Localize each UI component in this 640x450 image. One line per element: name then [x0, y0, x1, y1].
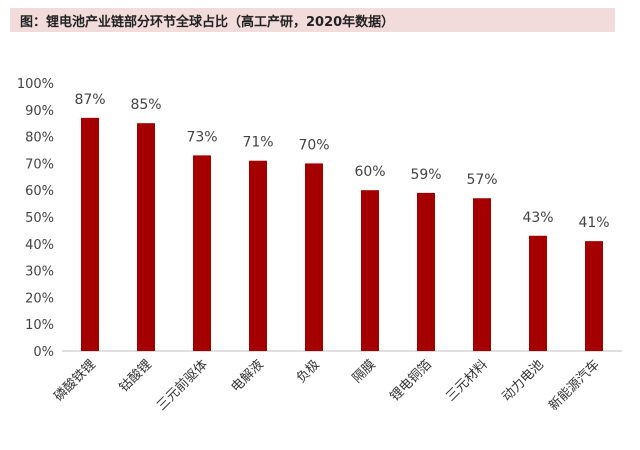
- category-label: 动力电池: [499, 357, 546, 404]
- y-tick-label: 80%: [25, 131, 54, 146]
- bar: [137, 123, 155, 351]
- bar: [473, 198, 491, 351]
- data-label: 60%: [354, 164, 385, 180]
- data-label: 43%: [522, 210, 553, 226]
- data-label: 85%: [130, 97, 161, 113]
- category-label: 隔膜: [350, 357, 379, 386]
- data-label: 59%: [410, 167, 441, 183]
- category-label: 新能源汽车: [546, 357, 603, 414]
- y-tick-label: 50%: [25, 211, 54, 226]
- y-tick-label: 0%: [33, 345, 54, 360]
- bar: [417, 192, 435, 351]
- y-tick-label: 70%: [25, 157, 54, 172]
- bar: [585, 241, 603, 351]
- y-tick-label: 90%: [25, 104, 54, 119]
- data-label: 41%: [578, 215, 609, 231]
- bar: [193, 155, 211, 351]
- category-label: 磷酸铁锂: [51, 357, 98, 404]
- bar: [361, 190, 379, 351]
- chart-title: 图：锂电池产业链部分环节全球占比（高工产研，2020年数据）: [20, 15, 395, 30]
- data-label: 70%: [298, 137, 329, 153]
- y-tick-label: 100%: [17, 77, 54, 92]
- bar: [305, 163, 323, 351]
- bar: [249, 160, 267, 351]
- data-label: 87%: [74, 92, 105, 108]
- y-tick-label: 20%: [25, 291, 54, 306]
- value-labels: 87% 85% 73% 71% 70% 60% 59% 57% 43% 41%: [74, 92, 609, 231]
- y-tick-label: 10%: [25, 318, 54, 333]
- data-label: 71%: [242, 135, 273, 151]
- bars: [81, 117, 603, 351]
- data-label: 57%: [466, 172, 497, 188]
- title-bar: 图：锂电池产业链部分环节全球占比（高工产研，2020年数据）: [10, 8, 615, 32]
- bar: [81, 117, 99, 351]
- category-label: 负极: [294, 357, 323, 386]
- y-tick-label: 60%: [25, 184, 54, 199]
- category-label: 电解液: [229, 357, 267, 395]
- category-label: 锂电铜箔: [387, 357, 435, 405]
- category-label: 三元材料: [443, 357, 490, 404]
- y-tick-label: 30%: [25, 265, 54, 280]
- y-tick-label: 40%: [25, 238, 54, 253]
- y-axis: 0% 10% 20% 30% 40% 50% 60% 70% 80% 90% 100%: [17, 77, 622, 360]
- category-label: 钴酸锂: [117, 357, 155, 395]
- category-label: 三元前驱体: [154, 357, 211, 414]
- data-label: 73%: [186, 129, 217, 145]
- bar: [529, 235, 547, 351]
- category-labels: 磷酸铁锂 钴酸锂 三元前驱体 电解液 负极 隔膜 锂电铜箔 三元材料 动力电池 新能源汽车: [51, 357, 602, 414]
